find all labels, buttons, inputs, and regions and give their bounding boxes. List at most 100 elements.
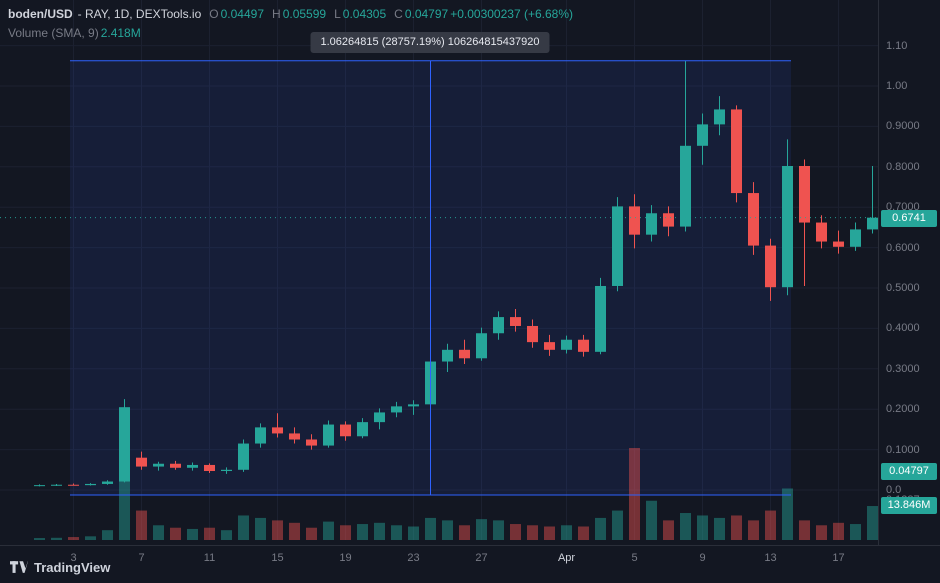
volume-bar (442, 520, 453, 540)
time-tick-label: 19 (339, 552, 352, 564)
candle-body (85, 483, 96, 486)
candle-body (357, 422, 368, 437)
candle-body (289, 433, 300, 440)
volume-value-badge: 13.846M (881, 497, 937, 515)
time-tick-label: 23 (407, 552, 420, 564)
volume-bar (748, 520, 759, 540)
candle-body (255, 427, 266, 444)
candle-body (153, 463, 164, 467)
volume-bar (255, 517, 266, 540)
candle-body (850, 229, 861, 247)
chart-pane[interactable]: boden/USD - RAY, 1D, DEXTools.io O 0.044… (0, 0, 878, 575)
candle-body (663, 213, 674, 227)
price-tick-label: 0.2000 (886, 403, 920, 416)
candle-body (527, 325, 538, 343)
candle-body (204, 464, 215, 472)
candle-body (119, 407, 130, 482)
volume-bar (85, 536, 96, 540)
symbol-title[interactable]: boden/USD (8, 7, 73, 21)
volume-bar (425, 517, 436, 540)
candle-body (646, 213, 657, 235)
candle-body (187, 464, 198, 468)
volume-bar (544, 526, 555, 540)
volume-bar (204, 527, 215, 540)
volume-bar (136, 510, 147, 540)
candle-body (612, 206, 623, 286)
legend-ohlc-row: boden/USD - RAY, 1D, DEXTools.io O 0.044… (8, 5, 573, 24)
volume-bar (493, 520, 504, 540)
candle-body (731, 109, 742, 194)
symbol-descriptor: - RAY, 1D, DEXTools.io (77, 7, 202, 21)
candlestick-chart[interactable] (0, 0, 878, 545)
price-tick-label: 0.9000 (886, 120, 920, 133)
candle-body (170, 463, 181, 468)
candle-body (340, 424, 351, 437)
volume-bar (306, 527, 317, 540)
volume-bar (646, 500, 657, 540)
ohlc-open-value: 0.04497 (220, 7, 265, 21)
candle-body (442, 349, 453, 362)
volume-indicator-label[interactable]: Volume (SMA, 9) (8, 26, 99, 40)
volume-bar (340, 525, 351, 540)
volume-bar (680, 513, 691, 540)
candle-body (714, 109, 725, 125)
ohlc-low-value: 0.04305 (342, 7, 387, 21)
time-axis[interactable]: 3 7 11 15 19 23 27 Apr 5 9 13 17 (0, 545, 940, 583)
price-tick-label: 0.1000 (886, 443, 920, 456)
volume-bar (289, 522, 300, 540)
candle-body (782, 165, 793, 288)
volume-bar (153, 525, 164, 540)
crosshair-price-badge: 0.04797 (881, 462, 937, 480)
volume-bar (714, 517, 725, 540)
price-axis[interactable]: 1.10 1.00 0.9000 0.8000 0.7000 0.6000 0.5000 0.… (878, 0, 940, 545)
tradingview-logo[interactable]: TradingView (10, 560, 110, 575)
ohlc-open-label: O (209, 7, 219, 21)
volume-bar (578, 526, 589, 540)
volume-bar (102, 530, 113, 540)
volume-bar (629, 448, 640, 540)
volume-bar (68, 537, 79, 540)
candle-body (629, 206, 640, 235)
candle-body (391, 406, 402, 413)
time-tick-label: 27 (475, 552, 488, 564)
price-tick-label: 0.3000 (886, 362, 920, 375)
price-tick-label: 0.4000 (886, 322, 920, 335)
candle-body (799, 165, 810, 223)
candle-body (102, 481, 113, 484)
price-tick-label: 1.10 (886, 39, 908, 52)
volume-bar (272, 520, 283, 540)
last-price-badge: 0.6741 (881, 209, 937, 227)
price-tick-label: 0.5000 (886, 282, 920, 294)
tradingview-logo-text: TradingView (34, 560, 111, 575)
volume-bar (612, 510, 623, 540)
volume-bar (595, 517, 606, 540)
volume-bar (799, 520, 810, 540)
candle-body (459, 349, 470, 359)
volume-bar (527, 525, 538, 540)
volume-bar (833, 522, 844, 540)
volume-bar (187, 528, 198, 540)
candle-body (323, 424, 334, 446)
price-tick-label: 0.0 (886, 484, 902, 496)
candle-body (34, 485, 45, 487)
time-tick-label: 15 (271, 552, 284, 564)
candle-body (867, 217, 878, 230)
volume-bar (238, 515, 249, 540)
candle-body (680, 145, 691, 227)
ohlc-high-value: 0.05599 (282, 7, 327, 21)
volume-bar (459, 525, 470, 540)
time-tick-label: 5 (631, 552, 638, 564)
candle-body (816, 222, 827, 242)
candle-body (510, 317, 521, 326)
volume-bar (357, 524, 368, 540)
time-tick-label: 3 (70, 552, 77, 564)
volume-bar (170, 527, 181, 540)
volume-bar (391, 525, 402, 540)
time-tick-month-label: Apr (557, 552, 576, 564)
candle-body (221, 469, 232, 472)
volume-bar (765, 510, 776, 540)
candle-body (544, 342, 555, 350)
candle-body (51, 484, 62, 486)
time-tick-label: 9 (699, 552, 706, 564)
candle-body (136, 457, 147, 467)
